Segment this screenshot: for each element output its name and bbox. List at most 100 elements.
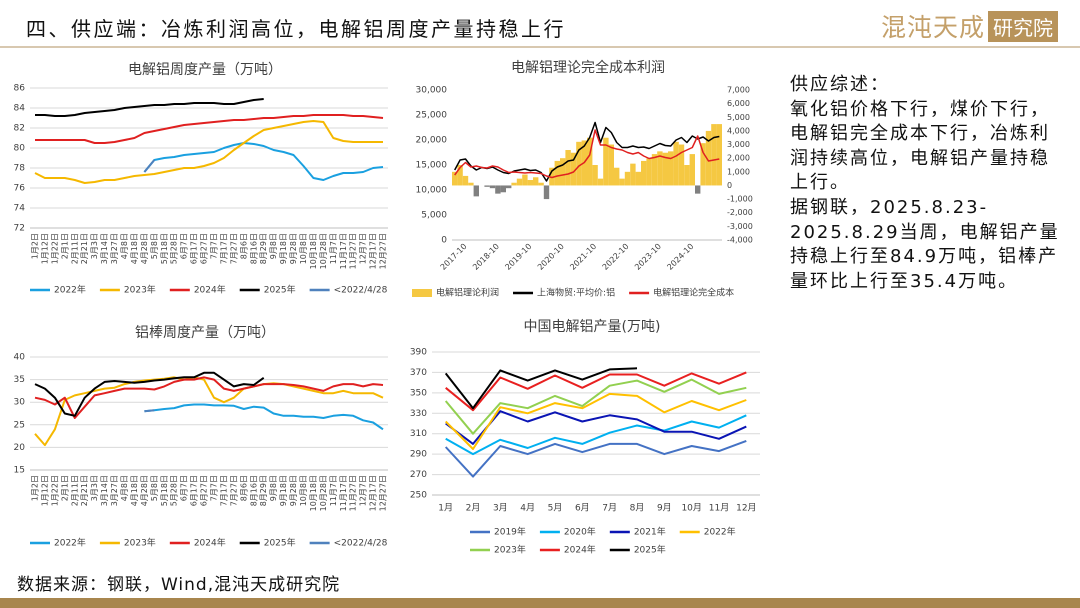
x-tick-label: 7月17日 [219,475,228,506]
profit-bar [565,150,571,186]
profit-bar [543,185,550,200]
x-tick-label: 8月6日 [239,233,248,259]
legend-label: 2023年 [124,284,156,296]
x-tick-label: 8月16日 [249,475,258,506]
x-tick-label: 12月17日 [369,475,378,511]
summary-line: 持稳上行至84.9万吨，铝棒产 [790,246,1059,268]
x-tick-label: 1月 [438,503,453,514]
logo-name: 混沌天成 [880,13,985,42]
y-tick-label: 15,000 [416,161,448,171]
legend-label: 2024年 [564,544,596,556]
profit-bar [657,151,663,186]
x-tick-label: 6月 [575,503,590,514]
x-tick-label: 11月17日 [339,475,348,511]
profit-bar [489,185,496,189]
x-tick-label: 9月8日 [269,233,278,259]
x-tick-label: 9月18日 [279,475,288,506]
x-tick-label: 7月27日 [229,233,238,264]
x-tick-label: 10月8日 [299,233,308,264]
profit-bar [641,160,647,186]
x-tick-label: 4月28日 [140,475,149,506]
profit-bar [711,124,717,186]
x-tick-label: 6月7日 [180,475,189,501]
profit-bar [587,137,593,186]
y-tick-label: 390 [410,348,427,358]
y-tick-label: 80 [14,144,26,154]
series-line [445,371,747,412]
series-line [444,378,747,435]
y-tick-label: 0 [441,236,447,246]
series-line [34,371,265,417]
x-tick-label: 4月8日 [120,475,129,501]
x-tick-label: 12月7日 [359,233,368,264]
x-tick-label: 3月27日 [110,475,119,506]
profit-bar [554,160,560,186]
profit-bar [500,185,506,193]
legend-label: <2022/4/28 [334,539,388,549]
x-tick-label: 1月12日 [40,475,49,506]
y-tick-label: 74 [14,204,26,214]
chart-title: 铝棒周度产量（万吨） [135,325,275,341]
legend-label: 2023年 [494,544,526,556]
x-tick-label: 10月28日 [319,475,328,511]
x-tick-label: 2024-10 [665,242,695,272]
x-tick-label: 1月2日 [30,475,39,501]
y-tick-label: 76 [14,184,26,194]
x-tick-label: 9月 [657,503,672,514]
y2-tick-label: 7,000 [727,86,750,95]
x-tick-label: 7月27日 [229,475,238,506]
series-line [444,439,747,478]
chart-title: 中国电解铝产量(万吨) [524,319,661,335]
x-tick-label: 2019-10 [503,242,533,272]
y-tick-label: 15 [14,466,25,476]
profit-bar [522,174,528,186]
series-line [445,414,747,456]
x-tick-label: 2月11日 [70,233,79,264]
x-tick-label: 11月27日 [349,475,358,511]
x-tick-label: 5月28日 [170,475,179,506]
legend-label: 2025年 [634,544,666,556]
y2-tick-label: 2,000 [727,154,750,163]
y-tick-label: 25,000 [416,111,448,121]
y-tick-label: 30,000 [416,86,448,96]
x-tick-label: 5月18日 [160,475,169,506]
profit-bar [700,143,706,186]
x-tick-label: 6月27日 [200,233,209,264]
y2-tick-label: 1,000 [727,167,750,176]
summary: 供应综述： 氧化铝价格下行，煤价下行， 电解铝完全成本下行，冶炼利 润持续高位，电解… [790,73,1060,294]
x-tick-label: 2021-10 [568,242,598,272]
y-tick-label: 250 [410,491,427,501]
summary-heading: 供应综述： [790,74,890,95]
x-tick-label: 7月 [602,503,617,514]
x-tick-label: 8月16日 [249,233,258,264]
y2-tick-label: -4,000 [727,236,753,245]
legend-label: 2022年 [54,537,86,549]
profit-bar [695,185,701,194]
legend-label: 2025年 [264,284,296,296]
legend-label: 2022年 [704,526,736,538]
profit-bar [570,152,577,186]
profit-bar [608,144,614,186]
x-tick-label: 6月17日 [190,475,199,506]
legend-label: 2021年 [634,526,666,538]
y2-tick-label: 4,000 [727,126,750,135]
summary-line: 润持续高位，电解铝产量持稳 [790,147,1050,169]
x-tick-label: 4月8日 [120,233,129,259]
y-tick-label: 78 [14,164,26,174]
profit-bar [662,152,668,186]
y-tick-label: 20,000 [416,136,448,146]
y-tick-label: 72 [14,224,25,234]
x-tick-label: 9月28日 [289,475,298,506]
y-tick-label: 40 [14,353,26,363]
profit-bar [516,178,523,186]
y-tick-label: 35 [14,375,25,385]
x-tick-label: 4月18日 [130,233,139,264]
series-line [144,403,384,431]
profit-bar [549,167,555,186]
x-tick-label: 3月 [493,503,508,514]
profit-bar [624,171,631,186]
profit-bar [635,171,641,186]
x-tick-label: 2月21日 [80,475,89,506]
profit-bar [462,175,469,186]
